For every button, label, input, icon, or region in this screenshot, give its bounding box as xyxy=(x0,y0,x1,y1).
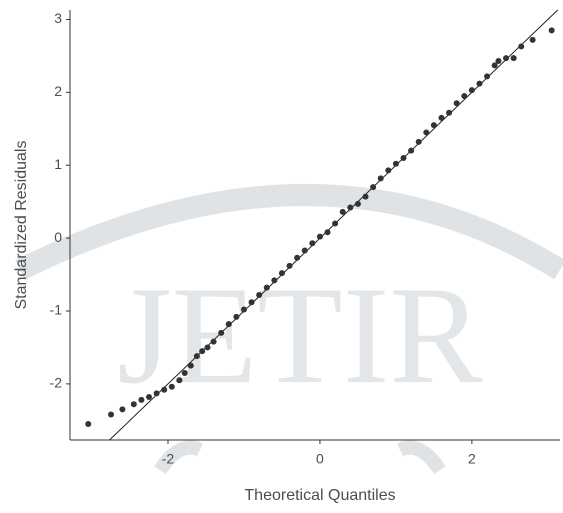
y-tick-label: 0 xyxy=(54,229,62,245)
point xyxy=(510,55,517,62)
point xyxy=(176,377,183,384)
point xyxy=(408,147,415,154)
point xyxy=(423,129,430,136)
point xyxy=(438,114,445,121)
point xyxy=(453,100,460,107)
point xyxy=(309,240,316,247)
point xyxy=(370,184,377,191)
point xyxy=(430,122,437,129)
y-tick-label: 2 xyxy=(54,83,62,99)
point xyxy=(199,348,206,355)
point xyxy=(491,62,498,69)
point xyxy=(210,338,217,345)
x-axis-label: Theoretical Quantiles xyxy=(244,487,395,504)
x-tick-label: 0 xyxy=(316,451,324,467)
y-tick-label: -2 xyxy=(50,375,63,391)
point xyxy=(240,306,247,313)
point xyxy=(248,299,255,306)
point xyxy=(263,284,270,291)
point xyxy=(503,55,510,62)
point xyxy=(218,329,225,336)
x-tick-label: 2 xyxy=(468,451,476,467)
point xyxy=(468,87,475,94)
y-tick-label: 1 xyxy=(54,156,62,172)
point xyxy=(548,27,555,34)
point xyxy=(518,43,525,50)
point xyxy=(385,167,392,174)
point xyxy=(461,93,468,99)
point xyxy=(146,394,153,400)
y-tick-label: -1 xyxy=(50,302,63,318)
point xyxy=(181,369,188,376)
point xyxy=(476,80,483,87)
point xyxy=(204,344,211,351)
x-tick-label: -2 xyxy=(162,451,175,467)
point xyxy=(347,204,354,211)
point xyxy=(339,208,346,215)
point xyxy=(271,277,278,284)
point xyxy=(484,73,491,80)
point xyxy=(377,175,384,182)
watermark: JETIR xyxy=(117,258,483,413)
point xyxy=(256,291,263,298)
point xyxy=(153,390,160,397)
point xyxy=(193,353,200,360)
point xyxy=(225,321,232,328)
point xyxy=(187,362,194,369)
point xyxy=(168,383,175,390)
point xyxy=(233,313,240,320)
point xyxy=(354,200,361,207)
point xyxy=(161,386,168,393)
point xyxy=(294,254,301,261)
y-axis-label: Standardized Residuals xyxy=(13,141,30,310)
point xyxy=(130,401,137,408)
point xyxy=(119,406,126,413)
watermark-decoration xyxy=(15,184,563,475)
point xyxy=(495,58,502,65)
point xyxy=(316,233,323,240)
point xyxy=(392,160,399,167)
point xyxy=(85,420,92,427)
point xyxy=(278,270,285,277)
point xyxy=(138,396,145,403)
point xyxy=(332,220,339,227)
point xyxy=(415,138,422,145)
point xyxy=(286,262,293,269)
point xyxy=(362,193,369,200)
point xyxy=(108,411,115,418)
point xyxy=(400,154,407,161)
point xyxy=(446,109,453,116)
point xyxy=(301,247,308,254)
point xyxy=(529,36,536,43)
y-tick-label: 3 xyxy=(54,10,62,26)
point xyxy=(324,229,331,236)
